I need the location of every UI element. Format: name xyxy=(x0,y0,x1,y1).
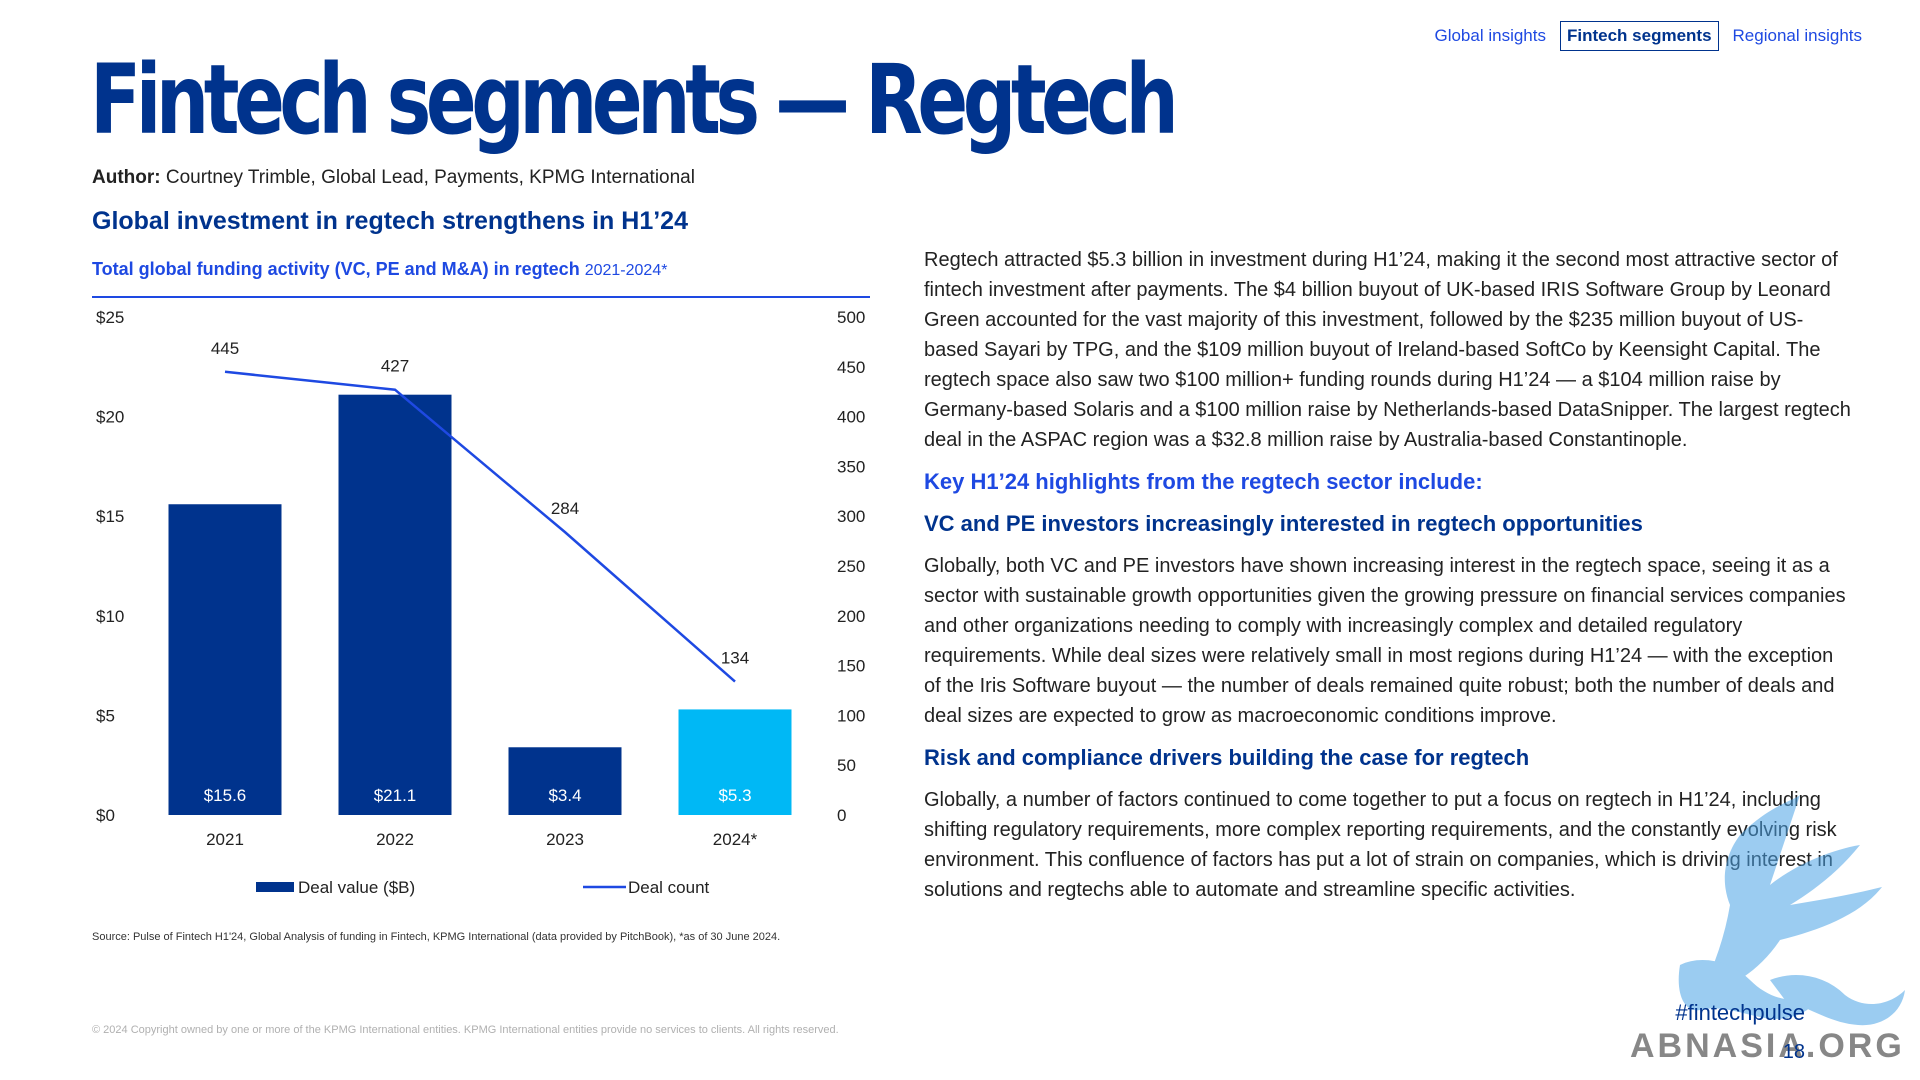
section1-paragraph: Globally, both VC and PE investors have … xyxy=(924,555,1846,727)
author-label: Author: xyxy=(92,167,161,188)
right-axis-tick: 400 xyxy=(837,408,865,427)
line-data-label: 284 xyxy=(551,499,579,518)
chart-title-sub: 2021-2024* xyxy=(584,262,668,279)
author-line: Author: Courtney Trimble, Global Lead, P… xyxy=(92,167,695,189)
line-data-label: 134 xyxy=(721,649,749,668)
section-heading: Global investment in regtech strengthens… xyxy=(92,207,688,235)
right-axis-tick: 450 xyxy=(837,358,865,377)
bar-deal-value xyxy=(168,504,282,815)
legend-swatch-deal-value xyxy=(256,882,294,892)
highlights-heading: Key H1’24 highlights from the regtech se… xyxy=(924,469,1483,494)
line-data-label: 427 xyxy=(381,357,409,376)
section1-heading: VC and PE investors increasingly interes… xyxy=(924,511,1643,536)
legend-label-deal-value: Deal value ($B) xyxy=(298,878,415,897)
right-axis-tick: 50 xyxy=(837,756,856,775)
page-title: Fintech segments — Regtech xyxy=(90,44,1179,156)
watermark-logo: ABNASIA.ORG xyxy=(1630,795,1905,1065)
author-text: Courtney Trimble, Global Lead, Payments,… xyxy=(165,167,695,188)
left-axis-tick: $20 xyxy=(96,408,124,427)
chart-divider xyxy=(92,296,870,298)
right-axis-tick: 250 xyxy=(837,557,865,576)
section2-heading: Risk and compliance drivers building the… xyxy=(924,745,1530,770)
line-data-label: 445 xyxy=(211,339,239,358)
right-axis-tick: 150 xyxy=(837,657,865,676)
nav-tab-fintech-segments[interactable]: Fintech segments xyxy=(1559,21,1719,51)
bar-deal-value xyxy=(508,747,622,815)
section2-paragraph: Globally, a number of factors continued … xyxy=(924,789,1837,901)
copyright-note: © 2024 Copyright owned by one or more of… xyxy=(92,1024,839,1036)
left-axis-tick: $15 xyxy=(96,507,124,526)
bar-deal-value xyxy=(338,394,452,815)
right-axis-tick: 500 xyxy=(837,308,865,327)
line-deal-count xyxy=(224,370,736,683)
x-axis-tick: 2023 xyxy=(546,830,584,849)
bar-data-label: $15.6 xyxy=(204,786,247,805)
right-axis-tick: 0 xyxy=(837,806,846,825)
page-number: 18 xyxy=(1782,1041,1805,1063)
bar-data-label: $5.3 xyxy=(718,786,751,805)
body-text: Regtech attracted $5.3 billion in invest… xyxy=(924,245,1854,917)
legend-label-deal-count: Deal count xyxy=(628,878,710,897)
top-nav: Global insights Fintech segments Regiona… xyxy=(1428,21,1868,51)
right-axis-tick: 100 xyxy=(837,706,865,725)
right-axis-tick: 200 xyxy=(837,607,865,626)
left-axis-tick: $10 xyxy=(96,607,124,626)
hashtag: #fintechpulse xyxy=(1675,1000,1805,1025)
watermark-text: ABNASIA.ORG xyxy=(1630,1027,1905,1065)
source-note: Source: Pulse of Fintech H1'24, Global A… xyxy=(92,931,781,943)
x-axis-tick: 2024* xyxy=(713,830,758,849)
left-axis-tick: $25 xyxy=(96,308,124,327)
x-axis-tick: 2022 xyxy=(376,830,414,849)
right-axis-tick: 350 xyxy=(837,457,865,476)
left-axis-tick: $0 xyxy=(96,806,115,825)
x-axis-tick: 2021 xyxy=(206,830,244,849)
bar-deal-value xyxy=(678,709,792,815)
bar-data-label: $21.1 xyxy=(374,786,417,805)
nav-tab-regional-insights[interactable]: Regional insights xyxy=(1732,26,1862,45)
intro-paragraph: Regtech attracted $5.3 billion in invest… xyxy=(924,249,1851,451)
bar-data-label: $3.4 xyxy=(548,786,581,805)
chart-title-main: Total global funding activity (VC, PE an… xyxy=(92,259,580,279)
chart-title: Total global funding activity (VC, PE an… xyxy=(92,259,667,280)
nav-tab-global-insights[interactable]: Global insights xyxy=(1434,26,1546,45)
left-axis-tick: $5 xyxy=(96,706,115,725)
right-axis-tick: 300 xyxy=(837,507,865,526)
